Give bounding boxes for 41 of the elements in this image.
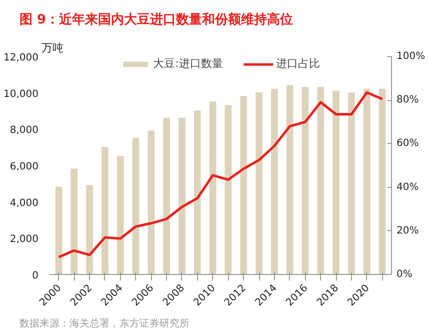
- bar: [378, 88, 386, 274]
- y-tick-label: 10,000: [4, 88, 39, 100]
- bar: [132, 138, 140, 274]
- y2-tick-label: 20%: [396, 225, 419, 236]
- bar: [240, 96, 248, 274]
- bar: [363, 88, 370, 274]
- bar: [332, 90, 340, 274]
- bar: [348, 92, 355, 274]
- y2-tick-label: 0%: [396, 269, 412, 280]
- bar: [194, 110, 201, 274]
- y2-tick-label: 80%: [396, 94, 419, 106]
- bar: [163, 118, 170, 274]
- line-series: [57, 91, 384, 258]
- bar: [148, 130, 155, 274]
- bar: [55, 186, 62, 274]
- y2-tick-label: 60%: [396, 138, 419, 150]
- bar: [116, 156, 124, 274]
- y-tick-label: 12,000: [4, 52, 39, 64]
- bar: [302, 86, 309, 274]
- bar: [70, 168, 78, 274]
- y2-tick-label: 40%: [396, 182, 419, 193]
- y-tick-label: 4,000: [10, 198, 39, 209]
- y-axis-title: 万吨: [42, 42, 64, 54]
- legend-label: 进口占比: [276, 56, 320, 71]
- bar: [317, 86, 324, 274]
- y-tick-label: 2,000: [10, 234, 39, 246]
- y-tick-label: 8,000: [10, 125, 39, 136]
- bar: [102, 146, 108, 274]
- y-tick-label: 0: [32, 270, 39, 282]
- legend-label: 大豆:进口数量: [153, 56, 223, 71]
- source-note: 数据来源：海关总署，东方证券研究所: [20, 318, 190, 330]
- bar: [178, 118, 186, 274]
- bar: [256, 92, 262, 274]
- bar: [209, 101, 216, 274]
- y-tick-label: 6,000: [10, 162, 39, 172]
- bar: [286, 85, 294, 274]
- bar: [224, 105, 232, 274]
- bar: [86, 184, 93, 274]
- y2-tick-label: 100%: [396, 51, 426, 62]
- bar: [270, 88, 278, 274]
- chart-title: 图 9：近年来国内大豆进口数量和份额维持高位: [20, 12, 294, 28]
